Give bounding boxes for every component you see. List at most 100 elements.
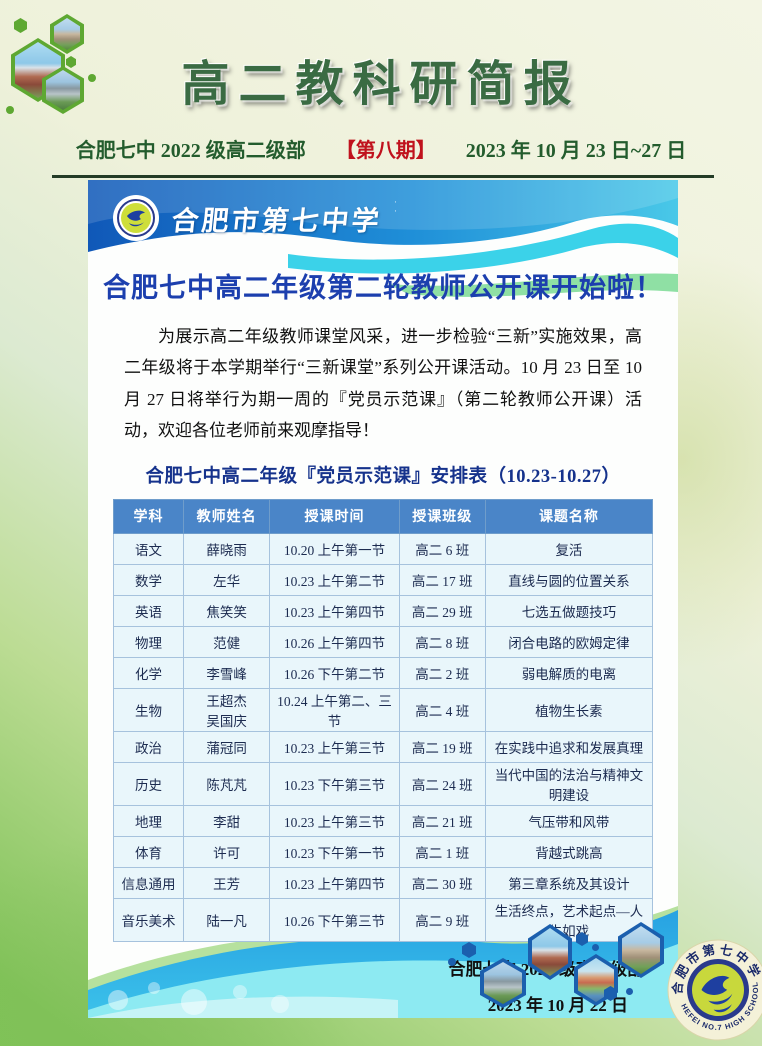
table-cell: 王超杰 吴国庆 bbox=[183, 687, 271, 732]
campus-photo-cluster-top bbox=[6, 10, 176, 160]
table-cell: 物理 bbox=[112, 625, 185, 658]
decor-hexagon bbox=[604, 986, 617, 1001]
table-cell: 高二 9 班 bbox=[398, 897, 486, 942]
table-cell: 历史 bbox=[112, 761, 185, 806]
table-cell: 10.23 上午第四节 bbox=[269, 866, 400, 899]
masthead-divider bbox=[52, 175, 714, 178]
table-row: 信息通用 王芳 10.23 上午第四节 高二 30 班第三章系统及其设计 bbox=[112, 866, 654, 899]
campus-photo-hexagon bbox=[480, 958, 526, 1008]
table-cell: 10.23 上午第三节 bbox=[269, 804, 400, 837]
table-row: 英语 焦笑笑 10.23 上午第四节 高二 29 班七选五做题技巧 bbox=[112, 594, 654, 627]
decor-dot bbox=[88, 74, 96, 82]
table-cell: 陈芃芃 bbox=[183, 761, 271, 806]
table-cell: 10.26 下午第二节 bbox=[269, 656, 400, 689]
table-row: 数学 左华 10.23 上午第二节 高二 17 班直线与圆的位置关系 bbox=[112, 563, 654, 596]
table-cell: 化学 bbox=[112, 656, 185, 689]
table-header-row: 学科 教师姓名 授课时间 授课班级 课题名称 bbox=[112, 498, 654, 534]
table-cell: 背越式跳高 bbox=[484, 835, 654, 868]
column-header: 课题名称 bbox=[484, 498, 654, 534]
table-cell: 闭合电路的欧姆定律 bbox=[484, 625, 654, 658]
table-cell: 高二 24 班 bbox=[398, 761, 486, 806]
issue-number: 【第八期】 bbox=[335, 140, 436, 162]
table-cell: 许可 bbox=[183, 835, 271, 868]
decor-dot bbox=[448, 958, 456, 966]
table-cell: 10.23 上午第三节 bbox=[269, 730, 400, 763]
table-cell: 高二 2 班 bbox=[398, 656, 486, 689]
table-cell: 政治 bbox=[112, 730, 185, 763]
table-row: 体育 许可 10.23 下午第一节 高二 1 班背越式跳高 bbox=[112, 835, 654, 868]
table-cell: 当代中国的法治与精神文明建设 bbox=[484, 761, 654, 806]
campus-photo-hexagon bbox=[618, 922, 664, 978]
table-cell: 信息通用 bbox=[112, 866, 185, 899]
issue-date-range: 2023 年 10 月 23 日~27 日 bbox=[465, 140, 687, 162]
decor-hexagon bbox=[14, 18, 27, 33]
table-cell: 复活 bbox=[484, 532, 654, 565]
table-row: 语文 薛晓雨 10.20 上午第一节 高二 6 班复活 bbox=[112, 532, 654, 565]
table-cell: 高二 1 班 bbox=[398, 835, 486, 868]
decor-hexagon bbox=[576, 932, 588, 946]
table-cell: 地理 bbox=[112, 804, 185, 837]
table-cell: 英语 bbox=[112, 594, 185, 627]
article-paragraph: 为展示高二年级教师课堂风采，进一步检验“三新”实施效果，高二年级将于本学期举行“… bbox=[124, 327, 642, 441]
table-cell: 在实践中追求和发展真理 bbox=[484, 730, 654, 763]
table-cell: 高二 30 班 bbox=[398, 866, 486, 899]
table-cell: 10.23 上午第二节 bbox=[269, 563, 400, 596]
table-cell: 第三章系统及其设计 bbox=[484, 866, 654, 899]
decor-dot bbox=[592, 944, 599, 951]
table-row: 地理 李甜 10.23 上午第三节 高二 21 班气压带和风带 bbox=[112, 804, 654, 837]
campus-photo bbox=[46, 70, 80, 110]
campus-photo-hexagon bbox=[528, 924, 572, 980]
table-cell: 李甜 bbox=[183, 804, 271, 837]
column-header: 授课班级 bbox=[398, 498, 486, 534]
decor-hexagon bbox=[66, 56, 76, 68]
table-cell: 薛晓雨 bbox=[183, 532, 271, 565]
column-header: 学科 bbox=[112, 498, 185, 534]
calligraphy-seal-marks: · · bbox=[394, 197, 397, 216]
table-row: 政治 蒲冠同 10.23 上午第三节 高二 19 班在实践中追求和发展真理 bbox=[112, 730, 654, 763]
table-cell: 七选五做题技巧 bbox=[484, 594, 654, 627]
table-cell: 植物生长素 bbox=[484, 687, 654, 732]
column-header: 教师姓名 bbox=[183, 498, 271, 534]
decor-hexagon bbox=[462, 942, 476, 958]
table-row: 历史 陈芃芃 10.23 下午第三节 高二 24 班当代中国的法治与精神文明建设 bbox=[112, 761, 654, 806]
schedule-table: 学科 教师姓名 授课时间 授课班级 课题名称 语文 薛晓雨 10.20 上午第一节高… bbox=[112, 498, 654, 942]
campus-photo-cluster-bottom bbox=[88, 900, 678, 1018]
table-row: 生物 王超杰 吴国庆 10.24 上午第二、三节 高二 4 班植物生长素 bbox=[112, 687, 654, 732]
table-cell: 生物 bbox=[112, 687, 185, 732]
table-cell: 范健 bbox=[183, 625, 271, 658]
table-cell: 焦笑笑 bbox=[183, 594, 271, 627]
table-cell: 10.23 上午第四节 bbox=[269, 594, 400, 627]
campus-photo bbox=[54, 18, 80, 50]
campus-photo bbox=[532, 928, 568, 976]
table-cell: 高二 6 班 bbox=[398, 532, 486, 565]
schedule-table-body: 语文 薛晓雨 10.20 上午第一节 高二 6 班复活 数学 左华 10.23 上午第二节高… bbox=[112, 532, 654, 942]
table-cell: 左华 bbox=[183, 563, 271, 596]
bulletin-card: 合肥市第七中学 · · 合肥七中高二年级第二轮教师公开课开始啦！ 为展示高二年级教… bbox=[88, 180, 678, 1018]
issue-line: 合肥七中 2022 级高二级部 【第八期】 2023 年 10 月 23 日~2… bbox=[0, 134, 762, 163]
table-cell: 王芳 bbox=[183, 866, 271, 899]
decor-dot bbox=[6, 106, 14, 114]
table-cell: 李雪峰 bbox=[183, 656, 271, 689]
decor-dot bbox=[626, 988, 633, 995]
table-cell: 10.20 上午第一节 bbox=[269, 532, 400, 565]
campus-photo bbox=[622, 926, 660, 974]
table-cell: 蒲冠同 bbox=[183, 730, 271, 763]
table-cell: 高二 29 班 bbox=[398, 594, 486, 627]
schedule-table-title: 合肥七中高二年级『党员示范课』安排表（10.23-10.27） bbox=[145, 466, 621, 487]
banner-brand: 合肥市第七中学 · · bbox=[112, 194, 397, 242]
table-cell: 弱电解质的电离 bbox=[484, 656, 654, 689]
table-cell: 直线与圆的位置关系 bbox=[484, 563, 654, 596]
table-cell: 语文 bbox=[112, 532, 185, 565]
table-cell: 高二 17 班 bbox=[398, 563, 486, 596]
table-cell: 体育 bbox=[112, 835, 185, 868]
issue-department: 合肥七中 2022 级高二级部 bbox=[75, 140, 306, 162]
table-row: 化学 李雪峰 10.26 下午第二节 高二 2 班弱电解质的电离 bbox=[112, 656, 654, 689]
campus-photo bbox=[484, 962, 522, 1004]
table-cell: 10.23 下午第一节 bbox=[269, 835, 400, 868]
table-cell: 数学 bbox=[112, 563, 185, 596]
card-body: 合肥七中高二年级第二轮教师公开课开始啦！ 为展示高二年级教师课堂风采，进一步检验… bbox=[88, 180, 678, 1016]
column-header: 授课时间 bbox=[269, 498, 400, 534]
newsletter-title: 高二教科研简报 bbox=[181, 58, 581, 111]
school-seal-logo: 合肥市第七中学 HEFEI NO.7 HIGH SCHOOL bbox=[660, 931, 762, 1041]
table-row: 物理 范健 10.26 上午第四节 高二 8 班闭合电路的欧姆定律 bbox=[112, 625, 654, 658]
